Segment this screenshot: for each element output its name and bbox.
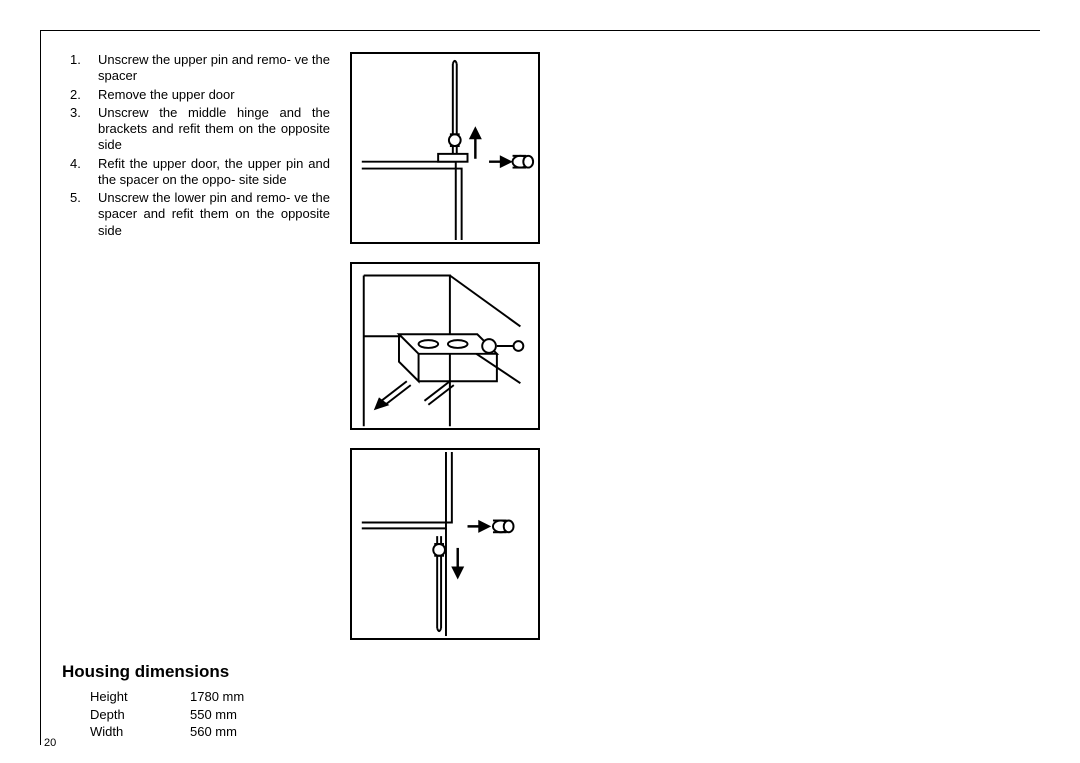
dim-label: Width	[90, 723, 190, 741]
figure-column	[350, 52, 550, 640]
instruction-item: 4. Refit the upper door, the upper pin a…	[70, 156, 330, 189]
housing-dimensions-heading: Housing dimensions	[62, 662, 229, 682]
figure-lower-pin	[350, 448, 540, 640]
step-number: 5.	[70, 190, 98, 239]
table-row: Depth 550 mm	[90, 706, 270, 724]
step-number: 4.	[70, 156, 98, 189]
figure-upper-pin	[350, 52, 540, 244]
table-row: Height 1780 mm	[90, 688, 270, 706]
page-number: 20	[44, 737, 56, 749]
upper-pin-diagram-icon	[352, 54, 538, 242]
instruction-item: 2. Remove the upper door	[70, 87, 330, 103]
dim-value: 1780 mm	[190, 688, 270, 706]
instruction-column: 1. Unscrew the upper pin and remo- ve th…	[70, 52, 330, 640]
dim-value: 550 mm	[190, 706, 270, 724]
dim-label: Height	[90, 688, 190, 706]
middle-hinge-diagram-icon	[352, 264, 538, 428]
step-number: 3.	[70, 105, 98, 154]
step-text: Unscrew the middle hinge and the bracket…	[98, 105, 330, 154]
dim-value: 560 mm	[190, 723, 270, 741]
step-text: Refit the upper door, the upper pin and …	[98, 156, 330, 189]
step-text: Unscrew the lower pin and remo- ve the s…	[98, 190, 330, 239]
step-text: Remove the upper door	[98, 87, 330, 103]
instruction-item: 1. Unscrew the upper pin and remo- ve th…	[70, 52, 330, 85]
instruction-item: 3. Unscrew the middle hinge and the brac…	[70, 105, 330, 154]
figure-middle-hinge	[350, 262, 540, 430]
instruction-item: 5. Unscrew the lower pin and remo- ve th…	[70, 190, 330, 239]
step-text: Unscrew the upper pin and remo- ve the s…	[98, 52, 330, 85]
content-area: 1. Unscrew the upper pin and remo- ve th…	[40, 30, 1040, 640]
table-row: Width 560 mm	[90, 723, 270, 741]
manual-page: 1. Unscrew the upper pin and remo- ve th…	[0, 0, 1080, 763]
step-number: 1.	[70, 52, 98, 85]
instruction-list: 1. Unscrew the upper pin and remo- ve th…	[70, 52, 330, 239]
lower-pin-diagram-icon	[352, 450, 538, 638]
dim-label: Depth	[90, 706, 190, 724]
step-number: 2.	[70, 87, 98, 103]
dimensions-table: Height 1780 mm Depth 550 mm Width 560 mm	[90, 688, 270, 741]
